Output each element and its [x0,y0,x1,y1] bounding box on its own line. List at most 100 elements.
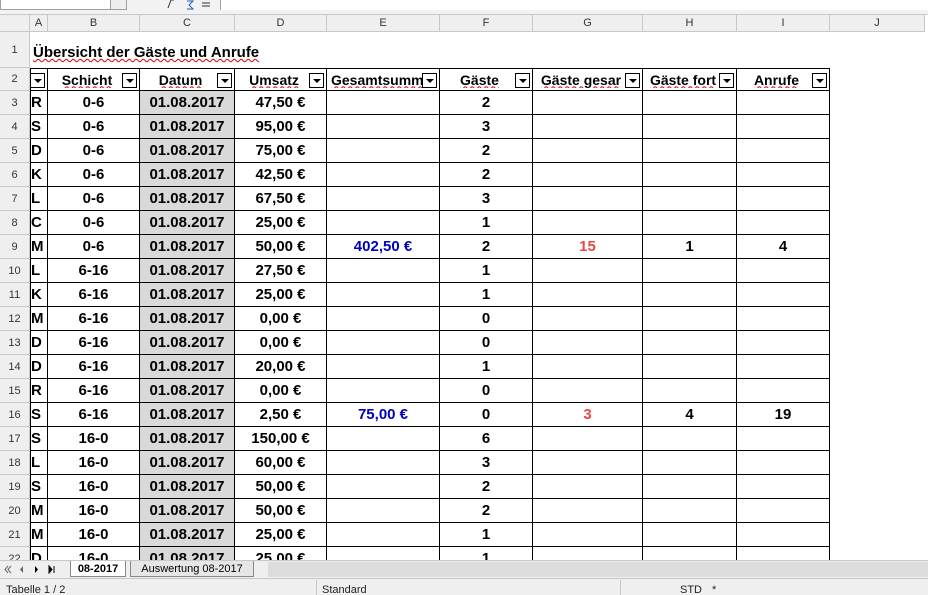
column-header[interactable]: G [533,15,643,32]
cell[interactable]: S [30,475,48,499]
cell[interactable]: 01.08.2017 [140,283,235,307]
cell[interactable]: S [30,115,48,139]
cell[interactable]: 0,00 € [235,379,327,403]
row-header[interactable]: 15 [0,379,30,403]
autofilter-button[interactable] [122,73,137,88]
cell[interactable]: K [30,283,48,307]
cell[interactable] [327,115,440,139]
cell[interactable]: 16-0 [48,475,140,499]
cell[interactable] [533,379,643,403]
cell[interactable]: 50,00 € [235,235,327,259]
cell[interactable]: 01.08.2017 [140,499,235,523]
cell[interactable] [737,307,830,331]
cell[interactable]: 0 [440,331,533,355]
cell[interactable]: 1 [440,259,533,283]
column-header[interactable]: D [235,15,327,32]
row-header[interactable]: 5 [0,139,30,163]
cell[interactable]: 0,00 € [235,331,327,355]
cell[interactable] [327,139,440,163]
cell[interactable]: 75,00 € [235,139,327,163]
cell[interactable]: 27,50 € [235,259,327,283]
cell[interactable] [643,163,737,187]
cell[interactable]: S [30,427,48,451]
cell[interactable] [643,451,737,475]
cell[interactable] [643,259,737,283]
cell[interactable]: 6 [440,427,533,451]
cell[interactable]: 42,50 € [235,163,327,187]
cell[interactable]: 01.08.2017 [140,451,235,475]
cell[interactable]: 2 [440,139,533,163]
cell[interactable]: 25,00 € [235,283,327,307]
cell[interactable] [643,523,737,547]
cell[interactable] [737,163,830,187]
cell[interactable] [533,499,643,523]
horizontal-scrollbar[interactable] [268,562,928,577]
selection-mode[interactable]: STD [680,584,702,595]
cell[interactable]: 1 [440,283,533,307]
cell[interactable]: 6-16 [48,307,140,331]
row-header[interactable]: 6 [0,163,30,187]
autofilter-button[interactable] [31,73,45,88]
cell[interactable]: C [30,211,48,235]
cell[interactable]: 6-16 [48,331,140,355]
autofilter-button[interactable] [309,73,324,88]
cell[interactable]: 0-6 [48,115,140,139]
tab-navigation[interactable] [2,563,66,576]
cell[interactable]: 3 [440,187,533,211]
cell[interactable]: 47,50 € [235,91,327,115]
cell[interactable] [533,307,643,331]
cell[interactable]: 01.08.2017 [140,235,235,259]
cell[interactable] [737,427,830,451]
cell[interactable]: 6-16 [48,283,140,307]
cell[interactable]: 01.08.2017 [140,355,235,379]
cell[interactable]: 0 [440,307,533,331]
cell[interactable] [327,331,440,355]
cell[interactable] [327,475,440,499]
cell[interactable]: 2 [440,235,533,259]
cell[interactable] [643,139,737,163]
cell[interactable]: K [30,163,48,187]
column-header[interactable]: J [830,15,925,32]
cell[interactable] [533,451,643,475]
cell[interactable]: 150,00 € [235,427,327,451]
cell[interactable]: 6-16 [48,379,140,403]
cell[interactable]: 95,00 € [235,115,327,139]
cell[interactable] [327,91,440,115]
cell[interactable]: 0-6 [48,211,140,235]
cell[interactable] [533,187,643,211]
cell[interactable]: 01.08.2017 [140,427,235,451]
cell[interactable]: 50,00 € [235,475,327,499]
cell[interactable]: D [30,355,48,379]
cell[interactable] [643,91,737,115]
cell[interactable] [327,211,440,235]
name-box-dropdown[interactable] [110,0,127,10]
cell[interactable] [533,523,643,547]
cell[interactable] [737,331,830,355]
row-header[interactable]: 1 [0,32,30,68]
cell[interactable]: 0-6 [48,139,140,163]
cell[interactable]: L [30,259,48,283]
cell[interactable]: 01.08.2017 [140,331,235,355]
cell[interactable]: 16-0 [48,427,140,451]
cell[interactable]: 6-16 [48,355,140,379]
cell[interactable]: 01.08.2017 [140,211,235,235]
cell[interactable]: 0 [440,403,533,427]
cell[interactable] [533,355,643,379]
cell[interactable]: L [30,451,48,475]
row-header[interactable]: 8 [0,211,30,235]
cell[interactable] [327,451,440,475]
autofilter-button[interactable] [422,73,437,88]
row-header[interactable]: 16 [0,403,30,427]
cell[interactable] [643,115,737,139]
cell[interactable] [327,523,440,547]
cell[interactable] [327,379,440,403]
cell[interactable] [737,379,830,403]
cell[interactable] [533,115,643,139]
cell[interactable]: 16-0 [48,523,140,547]
cell[interactable] [327,307,440,331]
cell[interactable]: 60,00 € [235,451,327,475]
cell[interactable] [533,211,643,235]
cell[interactable]: 16-0 [48,451,140,475]
row-header[interactable]: 21 [0,523,30,547]
cell[interactable] [533,331,643,355]
